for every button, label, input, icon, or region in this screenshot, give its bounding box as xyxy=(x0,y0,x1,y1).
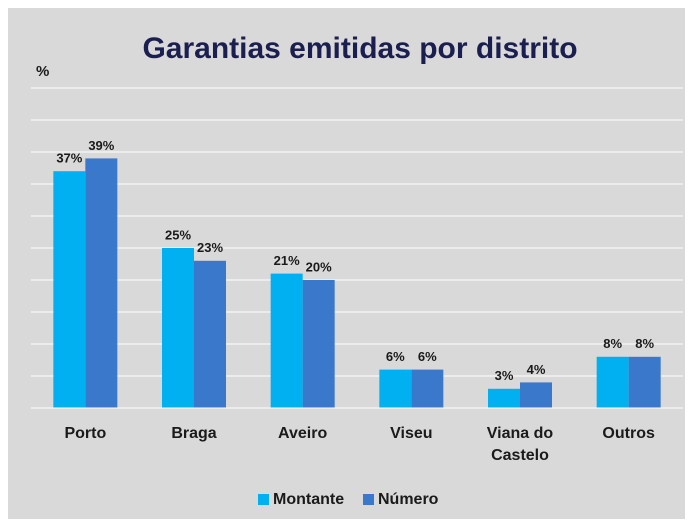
bar xyxy=(488,388,520,408)
x-tick-label: Aveiro xyxy=(278,425,328,442)
legend-label: Número xyxy=(378,491,439,508)
data-label: 4% xyxy=(527,362,546,377)
data-label: 37% xyxy=(56,151,82,166)
bar xyxy=(85,158,118,408)
chart-background xyxy=(8,8,685,519)
bar xyxy=(53,171,86,408)
x-tick-label: Outros xyxy=(602,425,655,442)
data-label: 6% xyxy=(386,349,405,364)
bar xyxy=(411,369,444,408)
bar xyxy=(162,248,194,408)
bar xyxy=(379,369,412,408)
legend-swatch xyxy=(363,494,374,505)
data-label: 25% xyxy=(165,227,191,242)
legend-swatch xyxy=(258,494,269,505)
bar xyxy=(194,260,226,408)
x-tick-label: Porto xyxy=(64,425,107,442)
data-label: 8% xyxy=(635,336,654,351)
chart-title: Garantias emitidas por distrito xyxy=(142,32,577,65)
x-tick-label: Viseu xyxy=(390,425,433,442)
x-tick-label: Viana do Castelo xyxy=(486,425,554,464)
y-axis-label: % xyxy=(36,63,49,80)
data-label: 20% xyxy=(306,259,332,274)
legend-label: Montante xyxy=(273,491,344,508)
data-label: 6% xyxy=(418,349,437,364)
bar xyxy=(628,356,661,408)
bar xyxy=(302,280,335,408)
data-label: 39% xyxy=(88,138,114,153)
bar xyxy=(270,273,303,408)
data-label: 21% xyxy=(274,253,300,268)
x-tick-label: Braga xyxy=(171,425,217,442)
data-label: 3% xyxy=(495,368,514,383)
bar xyxy=(596,356,629,408)
data-label: 23% xyxy=(197,240,223,255)
data-label: 8% xyxy=(603,336,622,351)
bar xyxy=(520,382,552,408)
